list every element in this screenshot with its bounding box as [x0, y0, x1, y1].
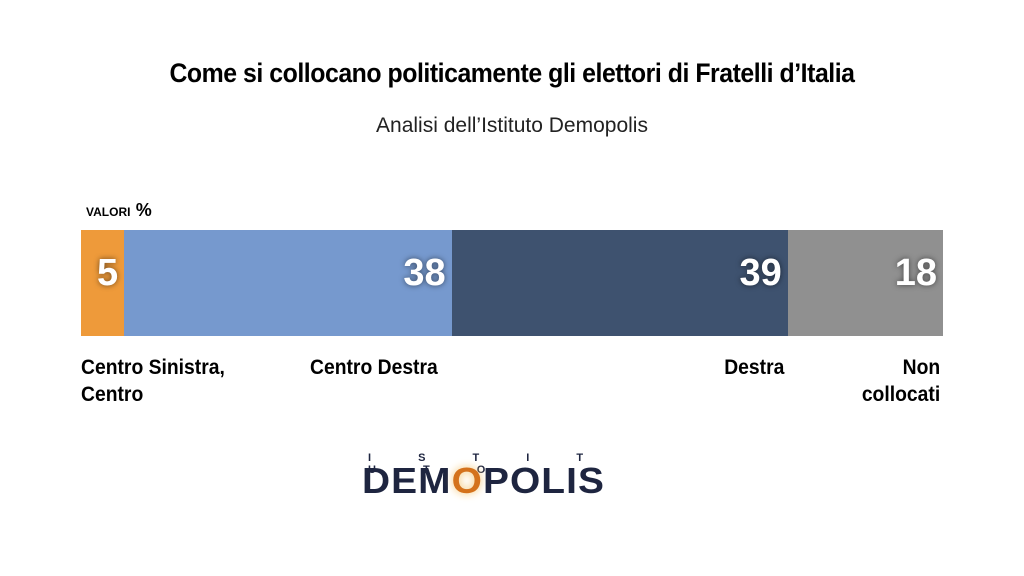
- category-label-non-collocati: Non collocati: [862, 354, 940, 408]
- unit-text: VALORI: [86, 205, 131, 219]
- bar-segment-destra: 39: [451, 230, 788, 336]
- logo-part: POLIS: [482, 460, 606, 501]
- category-label-line: Non: [902, 356, 940, 379]
- category-label-line: Destra: [723, 356, 784, 379]
- data-label-centro-sinistra: 5: [96, 252, 119, 294]
- bar-segment-non-collocati: 18: [787, 230, 943, 336]
- category-label-destra: Destra: [724, 354, 784, 381]
- unit-symbol: %: [135, 200, 152, 220]
- data-label-non-collocati: 18: [894, 252, 937, 294]
- logo-wordmark: DEMOPOLIS: [362, 460, 605, 502]
- unit-label: VALORI %: [86, 200, 152, 221]
- bar-segment-centro-destra: 38: [124, 230, 452, 336]
- logo-istituto-text: I S T I T U T O: [368, 452, 606, 476]
- data-label-destra: 39: [739, 252, 782, 294]
- logo-o-glow: O: [451, 460, 483, 501]
- demopolis-logo: I S T I T U T O DEMOPOLIS: [362, 452, 662, 512]
- logo-part: DEM: [362, 460, 452, 501]
- category-label-centro-destra: Centro Destra: [310, 354, 438, 381]
- category-label-centro-sinistra: Centro Sinistra, Centro: [81, 354, 225, 408]
- chart-title: Come si collocano politicamente gli elet…: [169, 58, 855, 88]
- category-label-line: collocati: [861, 383, 940, 406]
- stacked-bar: 5 38 39 18: [81, 230, 943, 336]
- category-label-line: Centro Destra: [310, 356, 438, 379]
- chart-subtitle: Analisi dell’Istituto Demopolis: [376, 114, 648, 137]
- category-label-line: Centro Sinistra,: [81, 356, 225, 379]
- category-label-line: Centro: [81, 383, 144, 406]
- bar-segment-centro-sinistra: 5: [81, 230, 125, 336]
- data-label-centro-destra: 38: [403, 252, 446, 294]
